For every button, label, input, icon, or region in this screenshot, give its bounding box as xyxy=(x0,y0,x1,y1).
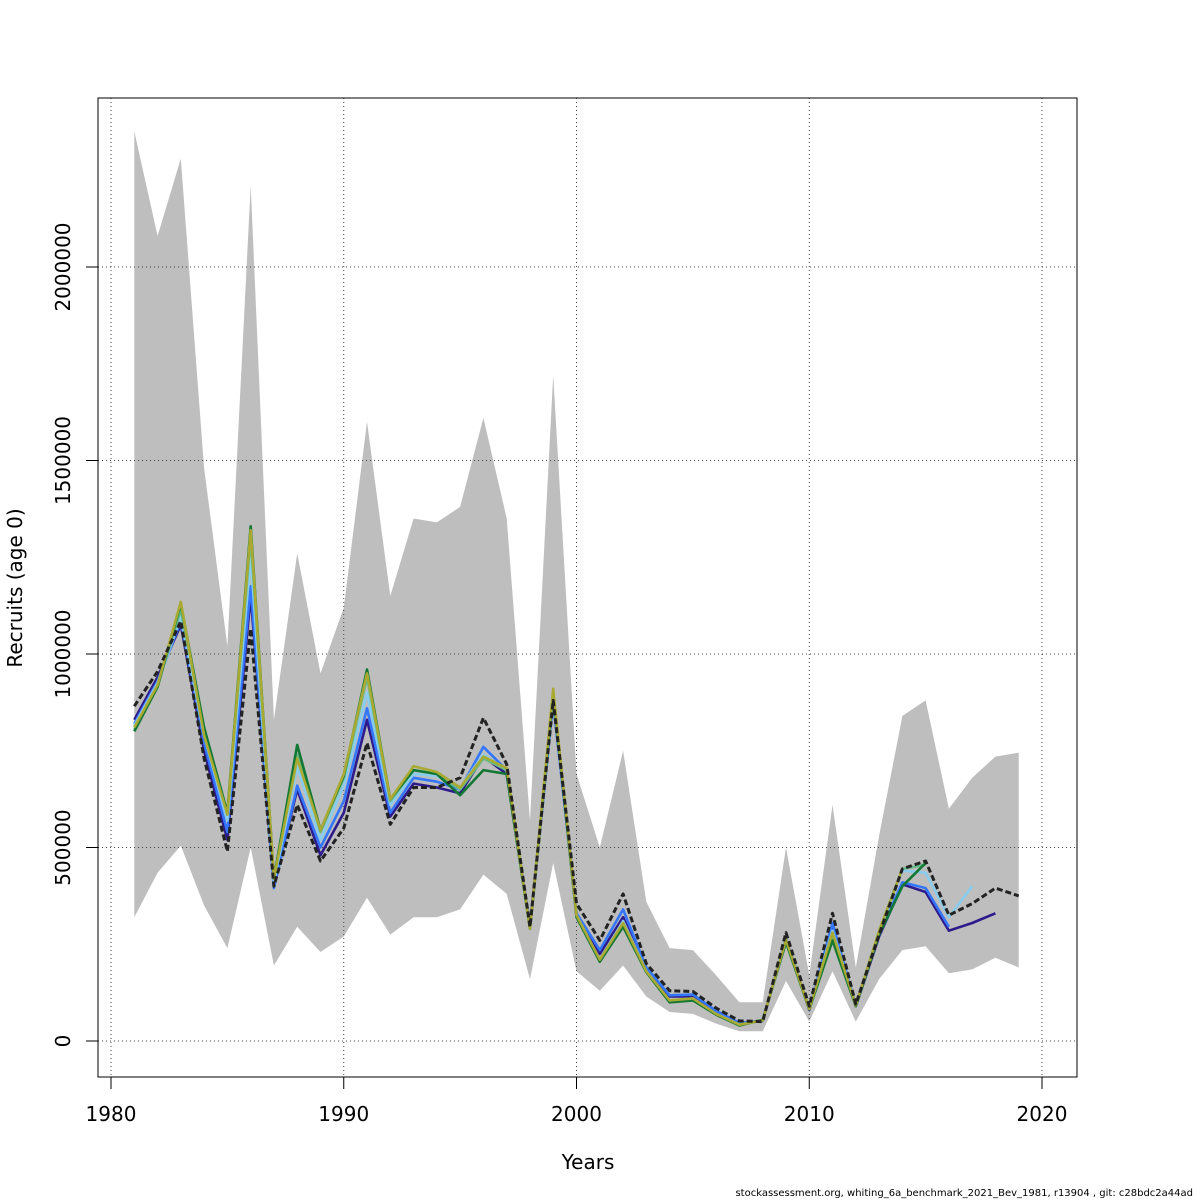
x-axis-title: Years xyxy=(561,1150,615,1174)
series-line-estimate xyxy=(133,619,1020,1024)
x-tick-label: 2000 xyxy=(551,1102,602,1126)
y-tick-label: 1500000 xyxy=(51,416,75,505)
confidence-band-layer xyxy=(134,131,1019,1032)
y-tick-label: 1000000 xyxy=(51,609,75,698)
confidence-band xyxy=(134,131,1019,1032)
y-axis-title: Recruits (age 0) xyxy=(3,508,27,667)
axis-layer: 1980 1990 2000 2010 2020 0 500000 1000000 150000… xyxy=(51,222,1067,1126)
x-tick-label: 2010 xyxy=(784,1102,835,1126)
y-tick-label: 500000 xyxy=(51,809,75,885)
y-tick-label: 0 xyxy=(51,1035,75,1048)
x-tick-label: 2020 xyxy=(1017,1102,1068,1126)
footer-credit: stockassessment.org, whiting_6a_benchmar… xyxy=(735,1188,1193,1199)
series-layer xyxy=(133,525,1020,1027)
y-tick-label: 2000000 xyxy=(51,222,75,311)
x-tick-label: 1980 xyxy=(86,1102,137,1126)
x-tick-label: 1990 xyxy=(318,1102,369,1126)
